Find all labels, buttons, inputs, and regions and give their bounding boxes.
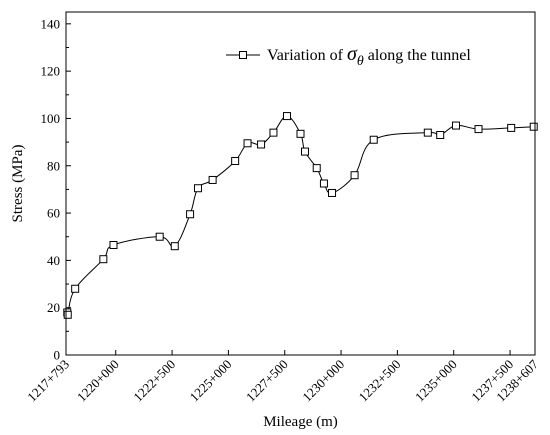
x-tick-label: 1227+500 [243, 357, 291, 405]
data-point [109, 241, 118, 250]
data-point [507, 123, 516, 132]
data-point [155, 232, 164, 241]
x-tick-label: 1217+793 [24, 357, 72, 405]
data-point [451, 121, 460, 130]
data-point [243, 139, 252, 148]
x-tick-label: 1225+000 [187, 357, 235, 405]
x-axis: 1217+793 1220+000 1222+500 1225+000 1227+500… [24, 350, 541, 404]
x-tick-label: 1235+000 [412, 357, 460, 405]
series-line [66, 115, 534, 317]
data-point [208, 175, 217, 184]
legend-label: Variation of σθ along the tunnel [267, 43, 471, 69]
data-point [282, 112, 291, 121]
plot-area [63, 112, 538, 319]
data-point [269, 128, 278, 137]
data-point [319, 179, 328, 188]
data-point [328, 188, 337, 197]
data-point [369, 135, 378, 144]
y-axis: 0 20 40 60 80 100 120 140 [41, 16, 71, 363]
y-tick-label: 60 [47, 206, 60, 221]
data-point [296, 129, 305, 138]
x-tick-label: 1230+000 [299, 357, 347, 405]
legend-subscript: θ [357, 54, 364, 69]
plot-frame [65, 11, 536, 356]
data-point [350, 171, 359, 180]
data-point [423, 128, 432, 137]
data-point [193, 184, 202, 193]
legend-symbol: σ [347, 43, 358, 65]
data-point [231, 157, 240, 166]
data-point [186, 210, 195, 219]
legend-prefix: Variation of [267, 47, 347, 64]
y-tick-label: 80 [47, 158, 60, 173]
legend: Variation of σθ along the tunnel [226, 43, 471, 69]
data-point [71, 284, 80, 293]
y-tick-label: 120 [41, 64, 61, 79]
y-tick-label: 100 [41, 111, 61, 126]
x-tick-label: 1232+500 [356, 357, 404, 405]
data-point [301, 147, 310, 156]
y-tick-label: 40 [47, 253, 60, 268]
x-tick-label: 1220+000 [74, 357, 122, 405]
y-axis-title: Stress (MPa) [10, 145, 26, 223]
x-axis-title: Mileage (m) [263, 414, 338, 430]
x-tick-label: 1222+500 [130, 357, 178, 405]
y-tick-label: 0 [54, 348, 61, 363]
legend-suffix: along the tunnel [364, 47, 472, 64]
data-point [474, 125, 483, 134]
series-markers [63, 112, 538, 319]
data-point [436, 131, 445, 140]
data-point [63, 310, 72, 319]
data-point [312, 164, 321, 173]
data-point [170, 242, 179, 251]
y-tick-label: 20 [47, 300, 60, 315]
y-tick-label: 140 [41, 16, 61, 31]
data-point [99, 255, 108, 264]
data-point [529, 122, 538, 131]
data-point [257, 140, 266, 149]
legend-marker-sample [239, 51, 247, 59]
